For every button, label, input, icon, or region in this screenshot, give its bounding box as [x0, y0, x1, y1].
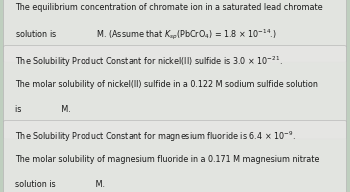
Text: is                M.: is M.: [15, 105, 71, 114]
FancyBboxPatch shape: [4, 46, 346, 139]
Text: The equilibrium concentration of chromate ion in a saturated lead chromate: The equilibrium concentration of chromat…: [15, 3, 323, 12]
Text: The Solubility Product Constant for nickel(II) sulfide is 3.0 × 10$^{-21}$.: The Solubility Product Constant for nick…: [15, 55, 283, 69]
FancyBboxPatch shape: [4, 0, 346, 62]
Text: The molar solubility of magnesium fluoride in a 0.171 M magnesium nitrate: The molar solubility of magnesium fluori…: [15, 155, 320, 164]
FancyBboxPatch shape: [4, 120, 346, 192]
Text: solution is                M.: solution is M.: [15, 180, 105, 189]
Text: The molar solubility of nickel(II) sulfide in a 0.122 M sodium sulfide solution: The molar solubility of nickel(II) sulfi…: [15, 80, 318, 89]
Text: The Solubility Product Constant for magnesium fluoride is 6.4 × 10$^{-9}$.: The Solubility Product Constant for magn…: [15, 130, 296, 144]
Text: solution is                M. (Assume that $K_{sp}$(PbCrO$_4$) = 1.8 × 10$^{-14}: solution is M. (Assume that $K_{sp}$(PbC…: [15, 28, 277, 42]
